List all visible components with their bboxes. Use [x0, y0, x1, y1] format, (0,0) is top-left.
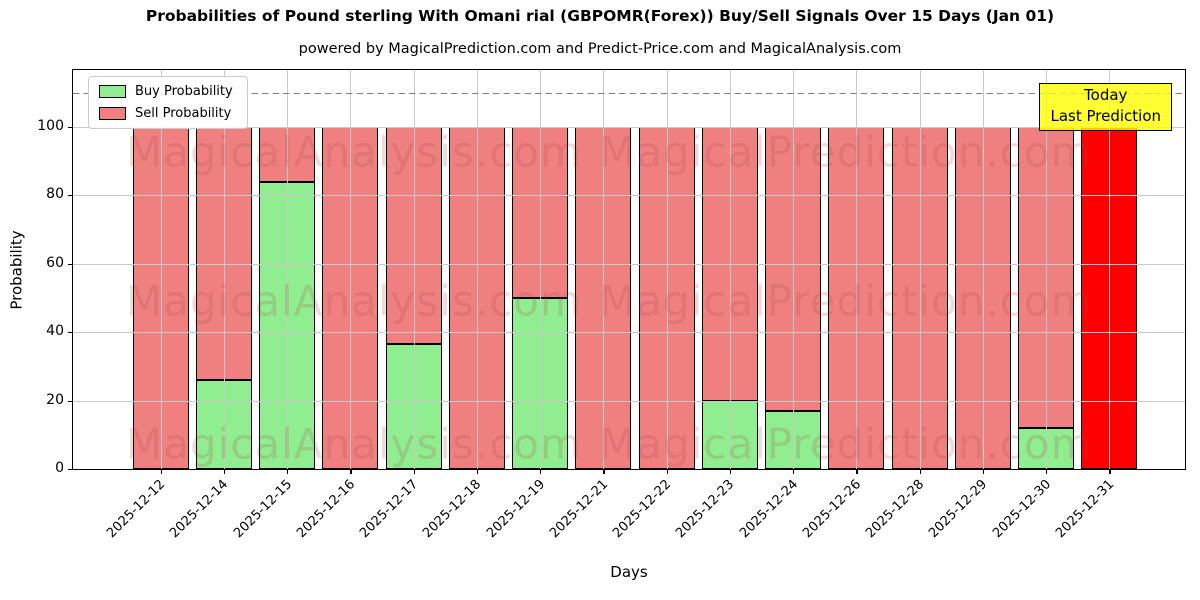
- x-tick-label: 2025-12-16: [293, 477, 358, 542]
- x-tick-mark: [1109, 470, 1111, 474]
- legend-row-buy: Buy Probability: [99, 84, 233, 99]
- x-tick-label: 2025-12-22: [610, 477, 675, 542]
- x-tick-label: 2025-12-17: [357, 477, 422, 542]
- x-tick-mark: [603, 470, 605, 474]
- chart-subtitle: powered by MagicalPrediction.com and Pre…: [298, 41, 902, 57]
- y-tick-label: 100: [37, 117, 64, 134]
- v-gridline: [413, 70, 415, 469]
- x-tick-mark: [793, 470, 795, 474]
- x-tick-label: 2025-12-15: [230, 477, 295, 542]
- v-gridline: [729, 70, 731, 469]
- y-tick-mark: [68, 400, 72, 402]
- y-tick-mark: [68, 195, 72, 197]
- x-tick-mark: [919, 470, 921, 474]
- v-gridline: [666, 70, 668, 469]
- h-gridline: [73, 263, 1185, 265]
- x-tick-label: 2025-12-30: [989, 477, 1054, 542]
- y-tick-label: 0: [55, 460, 64, 476]
- v-gridline: [287, 70, 289, 469]
- x-tick-label: 2025-12-29: [926, 477, 991, 542]
- x-tick-mark: [287, 470, 289, 474]
- h-gridline: [73, 332, 1185, 334]
- v-gridline: [540, 70, 542, 469]
- x-tick-label: 2025-12-18: [420, 477, 485, 542]
- x-tick-mark: [476, 470, 479, 474]
- y-tick-mark: [68, 469, 72, 471]
- x-tick-mark: [540, 470, 542, 474]
- x-tick-mark: [729, 470, 732, 474]
- h-gridline: [73, 195, 1185, 197]
- v-gridline: [350, 70, 352, 469]
- v-gridline: [603, 70, 605, 469]
- dashed-threshold-line: [73, 92, 1185, 94]
- legend-buy-label: Buy Probability: [135, 84, 233, 99]
- x-tick-label: 2025-12-28: [863, 477, 928, 542]
- h-gridline: [73, 126, 1185, 128]
- x-tick-label: 2025-12-26: [799, 477, 864, 542]
- x-tick-label: 2025-12-19: [483, 477, 548, 542]
- v-gridline: [1109, 70, 1111, 469]
- y-tick-mark: [68, 332, 72, 334]
- x-tick-label: 2025-12-14: [167, 477, 232, 542]
- y-tick-label: 80: [46, 186, 64, 203]
- plot-area: Buy Probability Sell Probability Today L…: [72, 69, 1186, 470]
- x-tick-mark: [856, 470, 858, 474]
- x-tick-label: 2025-12-24: [736, 477, 801, 542]
- x-tick-label: 2025-12-31: [1052, 477, 1117, 542]
- x-tick-mark: [413, 470, 415, 474]
- x-axis-label: Days: [610, 563, 648, 581]
- h-gridline: [73, 400, 1185, 402]
- x-tick-mark: [666, 470, 668, 474]
- legend-sell-label: Sell Probability: [135, 106, 232, 121]
- y-tick-label: 20: [46, 391, 64, 408]
- today-annotation-line1: Today: [1084, 86, 1128, 104]
- v-gridline: [160, 70, 162, 469]
- v-gridline: [476, 70, 478, 469]
- legend-row-sell: Sell Probability: [99, 106, 233, 121]
- chart-title: Probabilities of Pound sterling With Oma…: [145, 7, 1055, 25]
- sell-swatch-icon: [99, 107, 126, 120]
- x-tick-mark: [223, 470, 226, 474]
- x-tick-mark: [982, 470, 985, 474]
- v-gridline: [982, 70, 984, 469]
- y-tick-label: 40: [46, 323, 64, 340]
- buy-swatch-icon: [99, 85, 126, 98]
- y-tick-mark: [68, 126, 72, 128]
- v-gridline: [793, 70, 795, 469]
- x-tick-mark: [350, 470, 352, 474]
- v-gridline: [856, 70, 858, 469]
- x-tick-label: 2025-12-23: [673, 477, 738, 542]
- x-tick-mark: [1046, 470, 1048, 474]
- today-annotation-box: Today Last Prediction: [1039, 83, 1172, 131]
- today-annotation-line2: Last Prediction: [1050, 107, 1161, 125]
- legend: Buy Probability Sell Probability: [88, 76, 248, 129]
- v-gridline: [919, 70, 921, 469]
- v-gridline: [223, 70, 225, 469]
- v-gridline: [1046, 70, 1048, 469]
- y-tick-label: 60: [46, 254, 64, 271]
- y-tick-mark: [68, 263, 72, 265]
- x-tick-label: 2025-12-21: [546, 477, 611, 542]
- x-tick-label: 2025-12-12: [104, 477, 169, 542]
- x-tick-mark: [160, 470, 162, 474]
